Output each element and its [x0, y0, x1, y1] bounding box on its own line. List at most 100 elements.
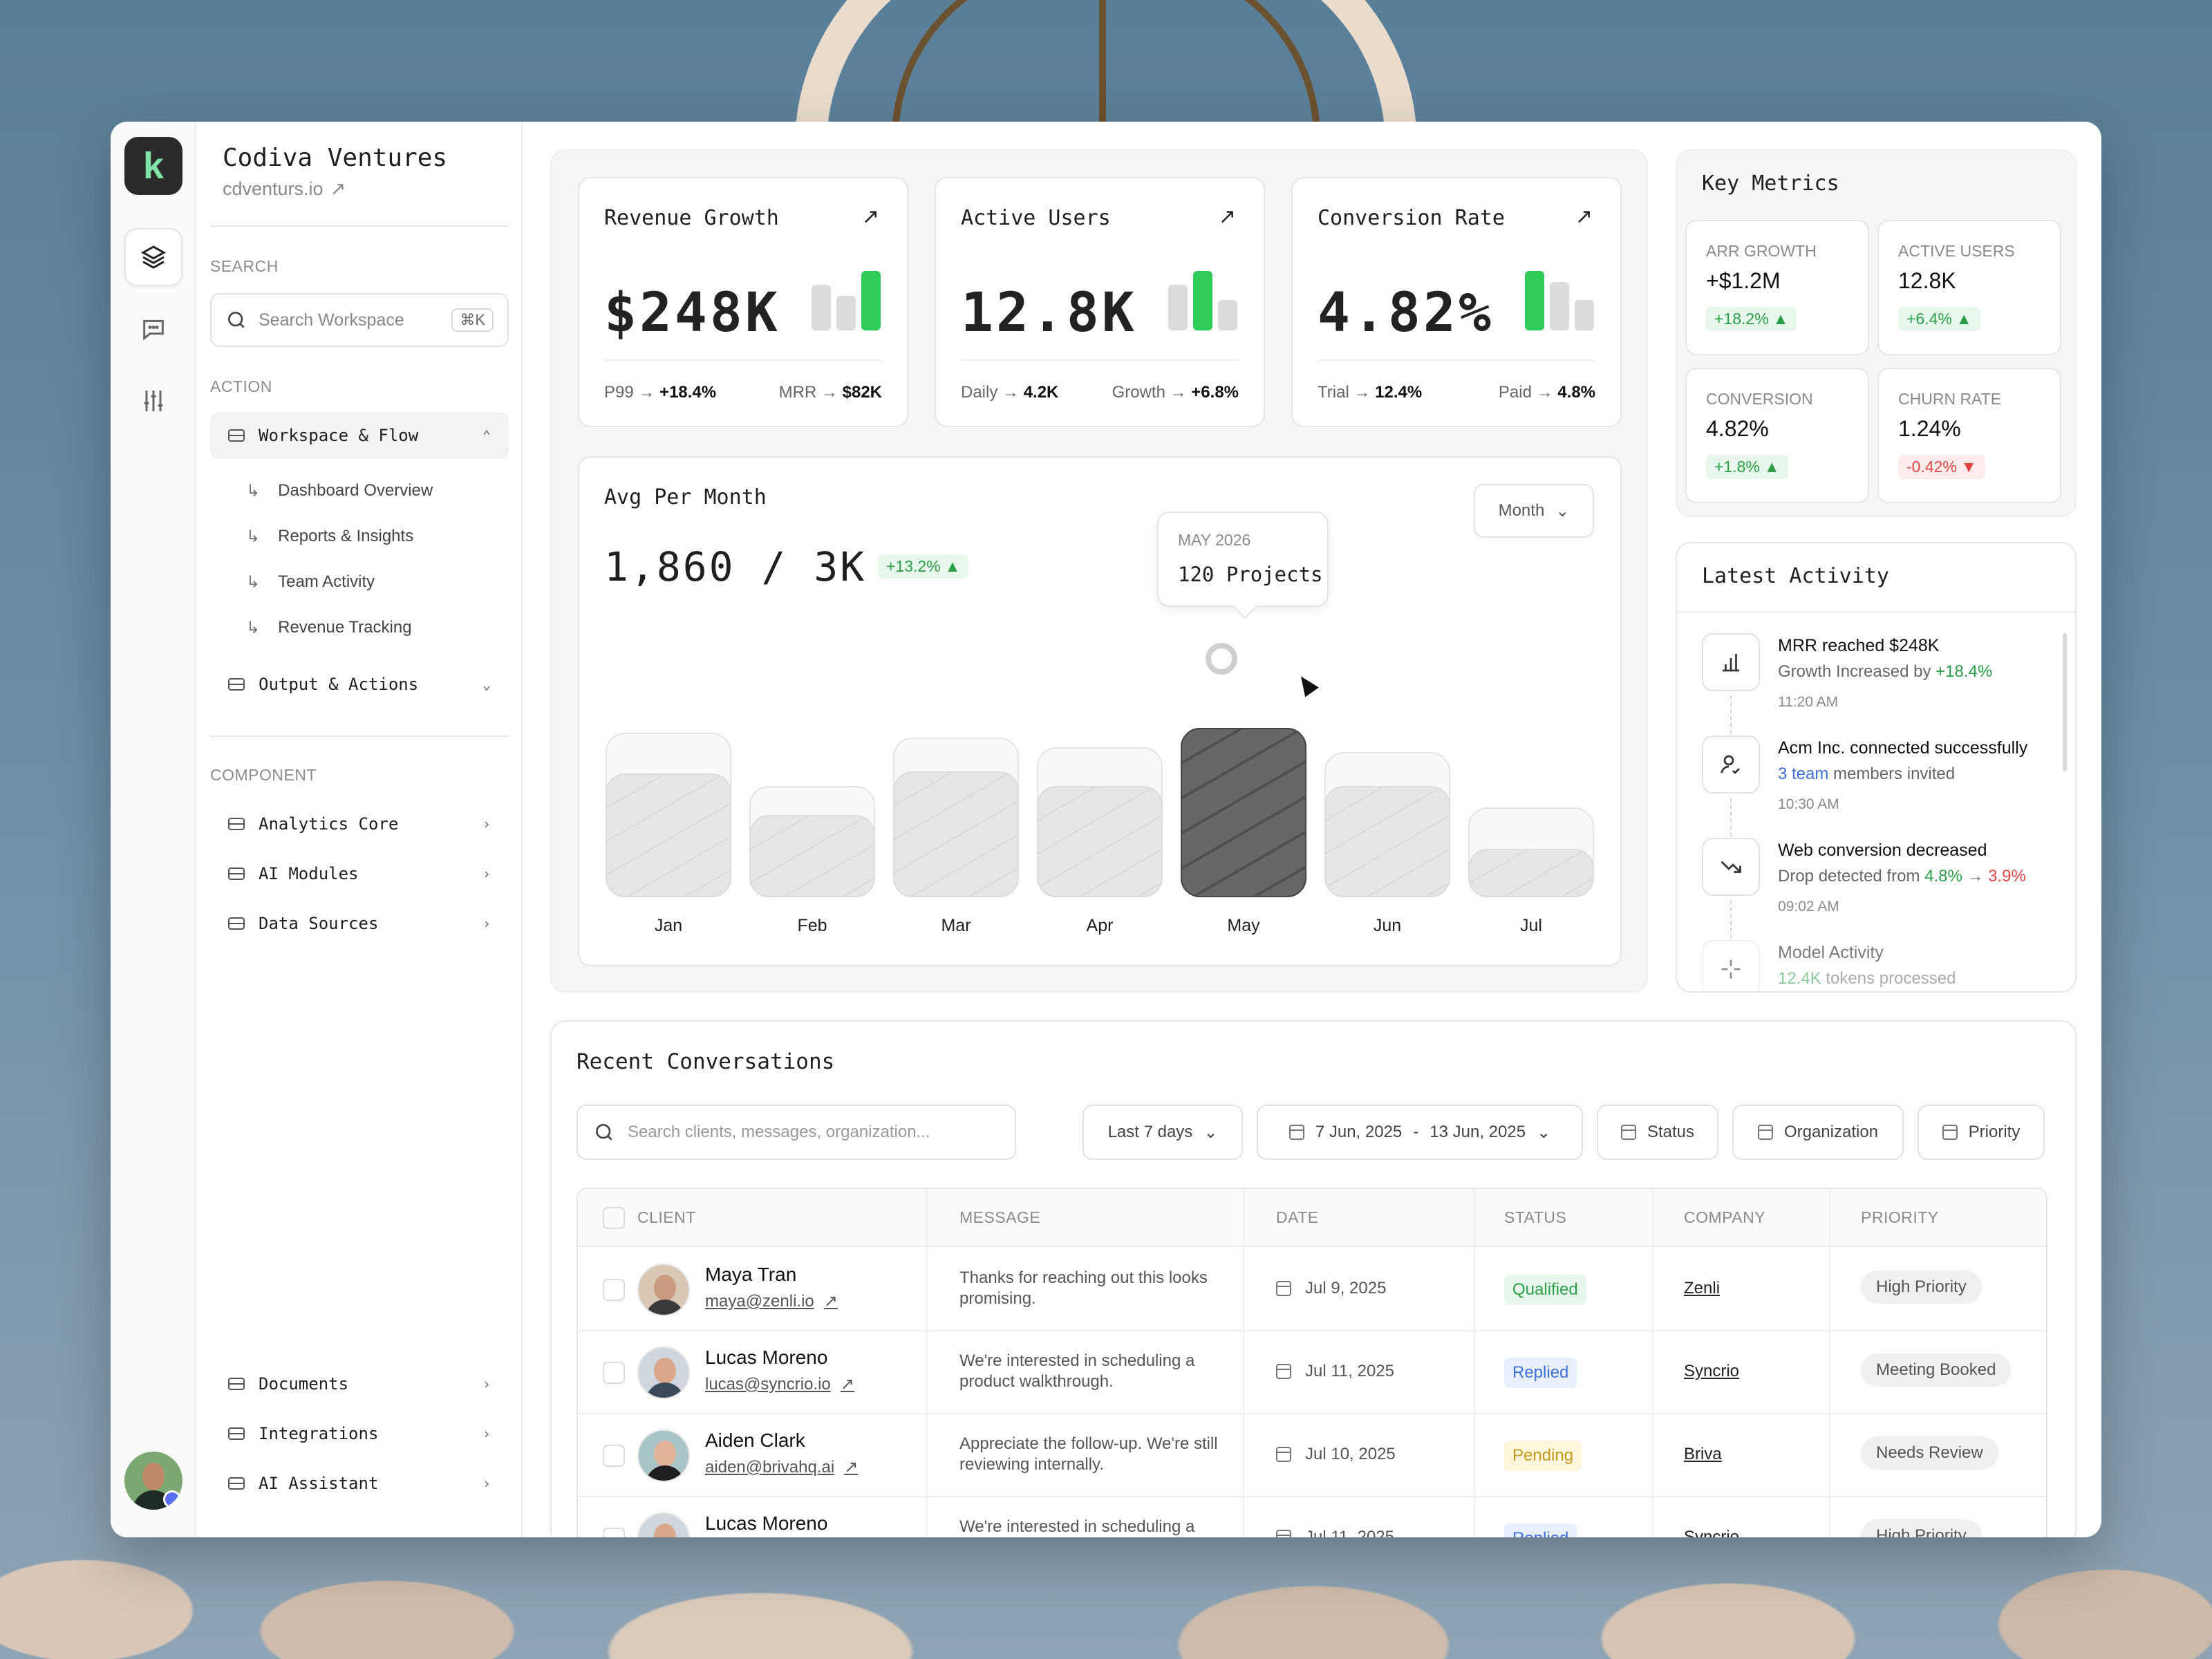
nav-analytics-core[interactable]: Analytics Core ›	[210, 800, 509, 847]
company-url[interactable]: cdventurs.io ↗	[223, 178, 346, 200]
icon-rail: k	[111, 122, 196, 1537]
table-row[interactable]: Aiden Clark aiden@brivahq.ai ↗ Appreciate…	[578, 1414, 2046, 1497]
subnav-dashboard-overview[interactable]: ↳ Dashboard Overview	[246, 470, 433, 512]
nav-workspace-flow[interactable]: Workspace & Flow ⌃	[210, 412, 509, 459]
user-avatar[interactable]	[124, 1452, 182, 1510]
subnav-reports-insights[interactable]: ↳ Reports & Insights	[246, 516, 413, 557]
activity-item[interactable]: MRR reached $248K Growth Increased by +1…	[1702, 633, 2047, 734]
client-email[interactable]: maya@zenli.io ↗	[705, 1291, 838, 1311]
sub-arrow-icon: ↳	[246, 618, 261, 637]
nav-integrations[interactable]: Integrations ›	[210, 1410, 509, 1457]
date-cell: Jul 11, 2025	[1276, 1362, 1394, 1381]
bar-jun[interactable]	[1324, 752, 1450, 897]
table-row[interactable]: Lucas Moreno We're interested in schedul…	[578, 1497, 2046, 1537]
period-select[interactable]: Month ⌄	[1474, 484, 1594, 538]
bar-may[interactable]	[1181, 728, 1306, 897]
calendar-icon	[1276, 1364, 1291, 1379]
kpi-value: 4.82%	[1318, 282, 1494, 344]
status-badge: Replied	[1504, 1358, 1577, 1388]
bar-chart-icon	[1702, 633, 1760, 691]
calendar-icon	[1276, 1530, 1291, 1537]
workspace-search-input[interactable]: Search Workspace ⌘K	[210, 293, 509, 347]
open-arrow-icon[interactable]: ↗	[1575, 205, 1593, 228]
app-logo[interactable]: k	[124, 137, 182, 195]
date-range-picker[interactable]: 7 Jun, 2025-13 Jun, 2025 ⌄	[1257, 1105, 1583, 1160]
kpi-foot-right: Paid → 4.8%	[1498, 383, 1595, 402]
company-link[interactable]: Syncrio	[1684, 1362, 1740, 1380]
chart-delta-badge: +13.2% ▲	[878, 554, 969, 579]
client-email[interactable]: lucas@syncrio.io ↗	[705, 1374, 854, 1394]
row-checkbox[interactable]	[603, 1362, 625, 1384]
external-link-icon: ↗	[844, 1458, 859, 1477]
company-link[interactable]: Zenli	[1684, 1279, 1721, 1297]
nav-ai-modules[interactable]: AI Modules ›	[210, 850, 509, 897]
triangle-up-icon: ▲	[1956, 310, 1972, 328]
chart-value: 1,860 / 3K	[604, 543, 867, 590]
app-window: k Codiva Ventures cdventurs.io ↗ SEARCH …	[111, 122, 2101, 1537]
chevron-down-icon: ⌄	[1203, 1123, 1218, 1142]
component-section-label: COMPONENT	[210, 766, 317, 784]
sliders-icon[interactable]	[124, 372, 182, 430]
bar-feb[interactable]	[749, 786, 875, 897]
kpi-card-users[interactable]: Active Users ↗ 12.8K Daily → 4.2K Growth …	[935, 177, 1265, 427]
chat-icon[interactable]	[124, 300, 182, 358]
row-checkbox[interactable]	[603, 1528, 625, 1537]
bar-mar[interactable]	[893, 738, 1019, 897]
select-all-checkbox[interactable]	[603, 1207, 625, 1229]
subnav-revenue-tracking[interactable]: ↳ Revenue Tracking	[246, 607, 412, 648]
activity-item[interactable]: Web conversion decreased Drop detected f…	[1702, 838, 2047, 939]
external-link-icon: ↗	[823, 1292, 838, 1311]
bar-label: Jul	[1520, 916, 1542, 935]
priority-badge: Meeting Booked	[1861, 1353, 2012, 1387]
column-header: PRIORITY	[1861, 1208, 1939, 1226]
company-link[interactable]: Syncrio	[1684, 1528, 1740, 1537]
external-link-icon: ↗	[330, 178, 346, 199]
range-select[interactable]: Last 7 days ⌄	[1082, 1105, 1243, 1160]
filter-status[interactable]: Status	[1597, 1105, 1718, 1160]
nav-ai-assistant[interactable]: AI Assistant ›	[210, 1460, 509, 1507]
activity-item[interactable]: Model Activity 12.4K tokens processed	[1702, 940, 2047, 991]
folder-icon	[228, 429, 245, 442]
activity-time: 11:20 AM	[1778, 694, 1839, 710]
bar-drag-handle[interactable]	[1206, 643, 1237, 675]
table-row[interactable]: Lucas Moreno lucas@syncrio.io ↗ We're int…	[578, 1331, 2046, 1414]
column-header: DATE	[1276, 1208, 1319, 1226]
nav-data-sources[interactable]: Data Sources ›	[210, 900, 509, 947]
open-arrow-icon[interactable]: ↗	[861, 205, 879, 228]
activity-desc: Growth Increased by +18.4%	[1778, 662, 1993, 681]
filter-organization[interactable]: Organization	[1732, 1105, 1904, 1160]
client-email[interactable]: aiden@brivahq.ai ↗	[705, 1457, 859, 1477]
nav-output-actions[interactable]: Output & Actions ⌄	[210, 661, 509, 708]
activity-item[interactable]: Acm Inc. connected successfully 3 team m…	[1702, 735, 2047, 836]
row-checkbox[interactable]	[603, 1445, 625, 1467]
bar-inner	[606, 774, 731, 897]
kpi-card-revenue[interactable]: Revenue Growth ↗ $248K P99 → +18.4% MRR →…	[578, 177, 908, 427]
bar-inner	[1181, 728, 1306, 897]
folder-icon	[228, 1477, 245, 1490]
sidebar: Codiva Ventures cdventurs.io ↗ SEARCH Se…	[196, 122, 523, 1537]
table-row[interactable]: Maya Tran maya@zenli.io ↗ Thanks for reac…	[578, 1248, 2046, 1331]
nav-label: Integrations	[259, 1424, 379, 1443]
metric-conversion: CONVERSION 4.82% +1.8% ▲	[1685, 368, 1869, 503]
company-link[interactable]: Briva	[1684, 1445, 1722, 1463]
layers-icon[interactable]	[124, 228, 182, 286]
bar-jan[interactable]	[606, 733, 731, 897]
row-checkbox[interactable]	[603, 1279, 625, 1301]
table-header: CLIENT MESSAGE DATE STATUS COMPANY PRIOR…	[578, 1189, 2046, 1247]
bar-jul[interactable]	[1468, 807, 1594, 897]
subnav-team-activity[interactable]: ↳ Team Activity	[246, 561, 375, 603]
folder-icon	[228, 678, 245, 691]
tooltip-label: MAY 2026	[1178, 531, 1251, 549]
bar-apr[interactable]	[1037, 747, 1163, 897]
nav-documents[interactable]: Documents ›	[210, 1360, 509, 1407]
date-cell: Jul 10, 2025	[1276, 1445, 1396, 1464]
conversations-search-input[interactable]: Search clients, messages, organization..…	[577, 1105, 1016, 1160]
chevron-right-icon: ›	[482, 1376, 491, 1392]
search-shortcut: ⌘K	[451, 308, 494, 332]
company-url-text[interactable]: cdventurs.io	[223, 178, 324, 199]
activity-scrollbar[interactable]	[2063, 633, 2067, 771]
open-arrow-icon[interactable]: ↗	[1218, 205, 1236, 228]
kpi-card-conversion[interactable]: Conversion Rate ↗ 4.82% Trial → 12.4% Pai…	[1291, 177, 1622, 427]
calendar-icon	[1288, 1125, 1304, 1140]
filter-priority[interactable]: Priority	[1918, 1105, 2045, 1160]
